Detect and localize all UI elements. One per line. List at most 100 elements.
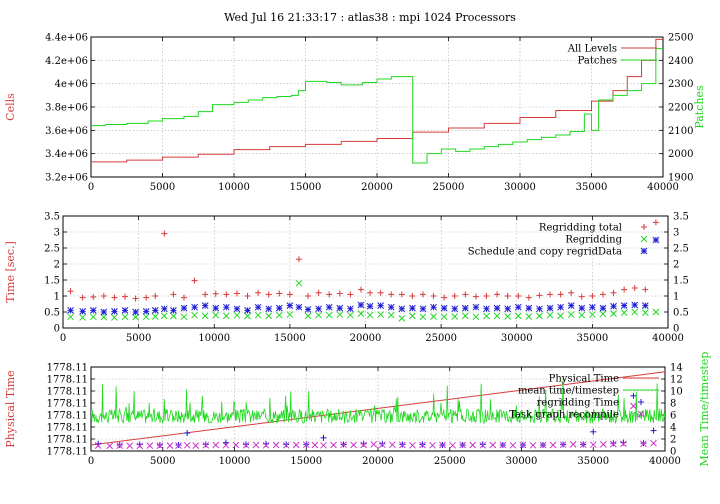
data-point <box>151 307 159 314</box>
data-point <box>652 236 660 244</box>
data-point <box>122 293 129 300</box>
data-point <box>504 305 512 313</box>
data-point <box>347 311 354 319</box>
y2-tick-label: 0 <box>670 447 676 458</box>
data-point <box>90 293 97 300</box>
data-point <box>132 295 139 302</box>
data-point <box>146 442 154 449</box>
y2-tick-label: 12 <box>670 375 683 386</box>
x-tick-label: 25000 <box>434 456 466 467</box>
y2-tick-label: 4 <box>670 423 676 434</box>
data-point <box>599 304 607 312</box>
y-tick-label: 1778.11 <box>47 447 88 458</box>
data-point <box>183 441 191 449</box>
data-point <box>350 441 357 449</box>
data-point <box>170 307 177 314</box>
data-point <box>67 307 74 314</box>
data-point <box>441 294 448 301</box>
data-point <box>489 441 497 449</box>
legend-label: Regridding <box>565 235 622 246</box>
data-point <box>232 441 240 449</box>
data-point <box>377 311 384 318</box>
series-line <box>91 38 663 163</box>
data-point <box>599 441 607 448</box>
data-point <box>100 308 108 316</box>
legend-label: Task graph recompile <box>509 410 619 421</box>
data-point <box>483 312 490 320</box>
data-point <box>409 441 416 449</box>
data-point <box>398 305 406 313</box>
data-point <box>111 294 118 301</box>
data-point <box>244 307 251 314</box>
data-point <box>315 289 322 296</box>
data-point <box>652 308 660 316</box>
x-tick-label: 10000 <box>219 456 251 467</box>
data-point <box>111 308 118 315</box>
data-point <box>320 434 327 441</box>
data-point <box>67 313 74 321</box>
data-point <box>494 291 501 298</box>
data-point <box>160 312 168 320</box>
data-point <box>640 440 647 448</box>
data-point <box>79 308 87 315</box>
data-point <box>388 291 395 298</box>
data-point <box>79 294 86 301</box>
y2-tick-label: 2000 <box>668 149 693 160</box>
x-tick-label: 30000 <box>506 456 538 467</box>
x-tick-label: 0 <box>88 182 94 193</box>
data-point <box>265 312 273 320</box>
data-point <box>276 290 283 297</box>
data-point <box>609 440 617 448</box>
data-point <box>547 291 554 298</box>
data-point <box>244 293 251 299</box>
data-point <box>202 441 209 448</box>
y2-tick-label: 6 <box>670 411 676 422</box>
data-point <box>419 305 427 313</box>
data-point <box>459 441 467 449</box>
data-point <box>360 440 367 447</box>
data-point <box>275 311 283 319</box>
data-point <box>201 302 209 309</box>
y-tick-label: 0.5 <box>44 308 60 319</box>
data-point <box>578 311 586 319</box>
data-point <box>525 304 533 312</box>
data-point <box>409 293 416 299</box>
data-point <box>223 291 230 298</box>
data-point <box>641 302 649 309</box>
x-tick-label: 20000 <box>362 456 394 467</box>
data-point <box>315 305 322 313</box>
data-point <box>637 410 645 418</box>
data-point <box>440 304 448 312</box>
y-axis-label: Physical Time <box>4 370 17 447</box>
data-point <box>399 441 406 449</box>
data-point <box>191 311 198 319</box>
data-point <box>569 441 577 448</box>
data-point <box>121 313 129 321</box>
data-point <box>175 442 182 449</box>
x-tick-label: 5000 <box>126 333 151 344</box>
data-point <box>336 290 343 297</box>
x-tick-label: 0 <box>60 333 66 344</box>
data-point <box>610 302 617 310</box>
x-tick-label: 40000 <box>647 182 679 193</box>
y2-tick-label: 2300 <box>668 79 693 90</box>
data-point <box>525 294 532 301</box>
y-tick-label: 3.8e+06 <box>45 103 88 114</box>
legend-label: Regridding total <box>539 223 622 234</box>
data-point <box>409 312 416 320</box>
x-tick-label: 25000 <box>433 182 465 193</box>
y-tick-label: 1.5 <box>44 276 60 287</box>
data-point <box>387 303 395 311</box>
data-point <box>539 441 547 449</box>
data-point <box>469 441 477 449</box>
data-point <box>305 293 312 299</box>
data-point <box>568 289 575 296</box>
data-point <box>377 302 384 309</box>
chart-title: Wed Jul 16 21:33:17 : atlas38 : mpi 1024… <box>224 11 516 24</box>
y2-tick-label: 1 <box>673 292 679 303</box>
y-tick-label: 2.5 <box>44 244 60 255</box>
series-area <box>67 219 660 322</box>
data-point <box>184 430 191 436</box>
data-point <box>366 311 374 319</box>
